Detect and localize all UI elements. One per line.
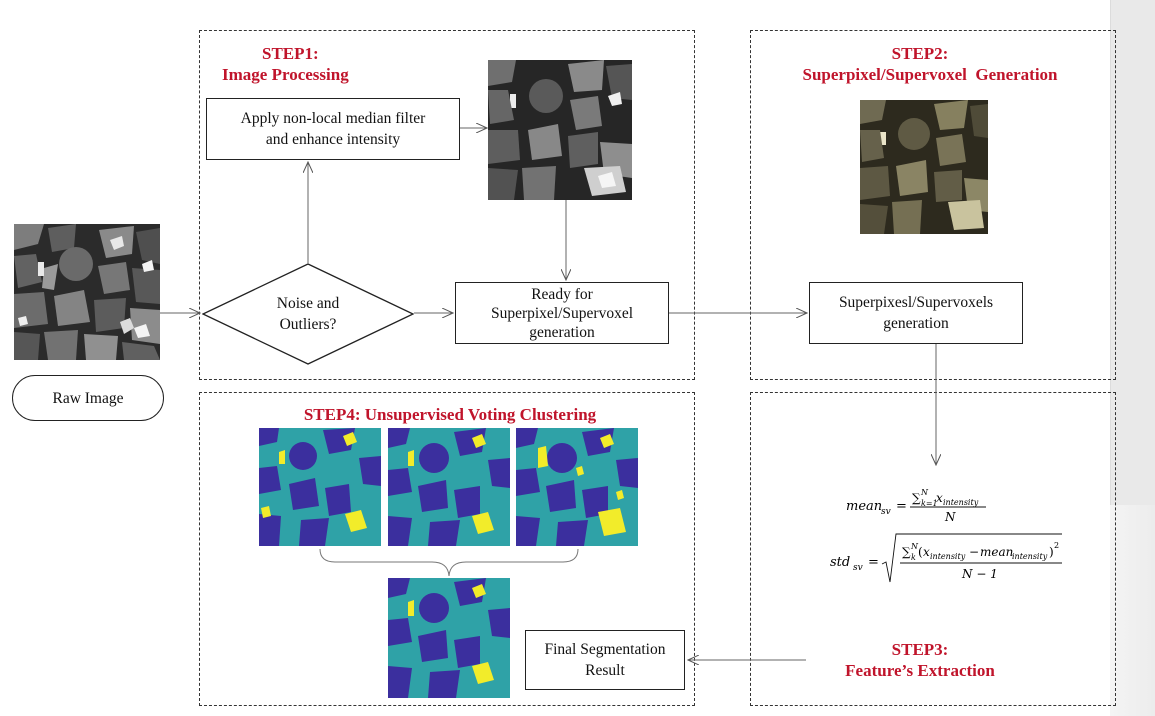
svg-text:N: N xyxy=(910,542,919,551)
step2-region xyxy=(750,30,1116,380)
svg-text:intensity: intensity xyxy=(1012,552,1048,561)
cluster-result-1 xyxy=(259,428,381,546)
step2-heading: STEP2: xyxy=(891,44,949,63)
std-formula-lhs: std xyxy=(830,555,850,570)
raw-image-node: Raw Image xyxy=(12,375,164,421)
final-segmentation-node: Final Segmentation Result xyxy=(525,630,685,690)
svg-text:mean: mean xyxy=(980,545,1013,559)
step2-subheading: Superpixel/Supervoxel Generation xyxy=(802,65,1058,84)
superpixel-generation-node: Superpixesl/Supervoxels generation xyxy=(809,282,1023,344)
svg-text:−: − xyxy=(969,545,979,559)
raw-image-label: Raw Image xyxy=(52,389,124,407)
svg-text:=: = xyxy=(896,499,907,514)
svg-text:x: x xyxy=(923,545,930,559)
superpixel-generation-label: Superpixesl/Supervoxels generation xyxy=(838,294,994,332)
noise-decision-label: Noise and Outliers? xyxy=(276,295,340,333)
apply-filter-label: Apply non-local median filter and enhanc… xyxy=(240,110,426,148)
apply-filter-node: Apply non-local median filter and enhanc… xyxy=(206,98,460,160)
mean-formula-sub: sv xyxy=(881,507,891,517)
std-formula-den: N − 1 xyxy=(961,567,998,581)
svg-text:=: = xyxy=(868,555,879,570)
superpixel-image xyxy=(860,100,988,234)
svg-text:k=1: k=1 xyxy=(921,499,938,508)
svg-text:k: k xyxy=(911,553,916,562)
svg-text:∑: ∑ xyxy=(902,545,911,559)
step1-subheading: Image Processing xyxy=(222,65,349,84)
final-segmentation-label: Final Segmentation Result xyxy=(544,641,666,679)
filtered-image xyxy=(488,60,632,200)
final-segmentation-image xyxy=(388,578,510,698)
ready-node: Ready for Superpixel/Supervoxel generati… xyxy=(455,282,669,344)
raw-image-micrograph xyxy=(14,224,160,360)
svg-text:): ) xyxy=(1049,545,1054,559)
mean-formula-den: N xyxy=(944,510,956,524)
step4-region xyxy=(199,392,695,706)
feature-formulas: mean sv = ∑ N k=1 x intensity N std sv =… xyxy=(830,488,1062,583)
std-formula-sub: sv xyxy=(853,563,863,573)
svg-text:intensity: intensity xyxy=(930,552,966,561)
svg-text:x: x xyxy=(936,491,943,505)
noise-decision-diamond xyxy=(202,263,414,365)
step1-region xyxy=(199,30,695,380)
mean-formula-lhs: mean xyxy=(846,499,882,514)
svg-text:2: 2 xyxy=(1054,541,1059,550)
cluster-result-3 xyxy=(516,428,638,546)
step3-heading: STEP3: xyxy=(891,640,949,659)
step3-subheading: Feature’s Extraction xyxy=(845,661,995,680)
svg-text:(: ( xyxy=(918,545,923,559)
step3-region xyxy=(750,392,1116,706)
step1-heading: STEP1: xyxy=(262,44,319,63)
cluster-result-2 xyxy=(388,428,510,546)
step4-title: STEP4: Unsupervised Voting Clustering xyxy=(303,405,597,424)
mean-formula-sum: ∑ xyxy=(912,491,921,505)
svg-text:N: N xyxy=(920,488,929,497)
svg-text:intensity: intensity xyxy=(943,498,979,507)
ready-label: Ready for Superpixel/Supervoxel generati… xyxy=(490,285,634,341)
scrollbar-track[interactable] xyxy=(1110,0,1155,505)
